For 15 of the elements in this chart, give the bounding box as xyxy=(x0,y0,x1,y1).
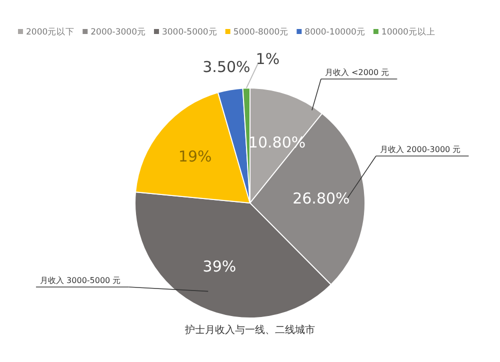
legend-label: 5000-8000元 xyxy=(233,26,289,38)
text: 月收入 2000-3000 元 xyxy=(380,145,461,154)
legend-label: 8000-10000元 xyxy=(304,26,366,38)
legend-label: 2000-3000元 xyxy=(90,26,146,38)
text: 月收入 <2000 元 xyxy=(325,68,390,77)
data-label: 1% xyxy=(256,50,280,68)
data-label: 39% xyxy=(202,258,236,276)
legend-label: 3000-5000元 xyxy=(162,26,218,38)
data-label: 26.80% xyxy=(292,189,350,208)
text: 月收入 3000-5000 元 xyxy=(40,276,121,285)
legend-label: 2000元以下 xyxy=(26,26,75,38)
legend-label: 10000元以上 xyxy=(381,26,436,38)
data-label: 3.50% xyxy=(202,58,250,76)
data-label: 19% xyxy=(178,148,212,166)
text: 护士月收入与一线、二线城市 xyxy=(184,324,315,336)
